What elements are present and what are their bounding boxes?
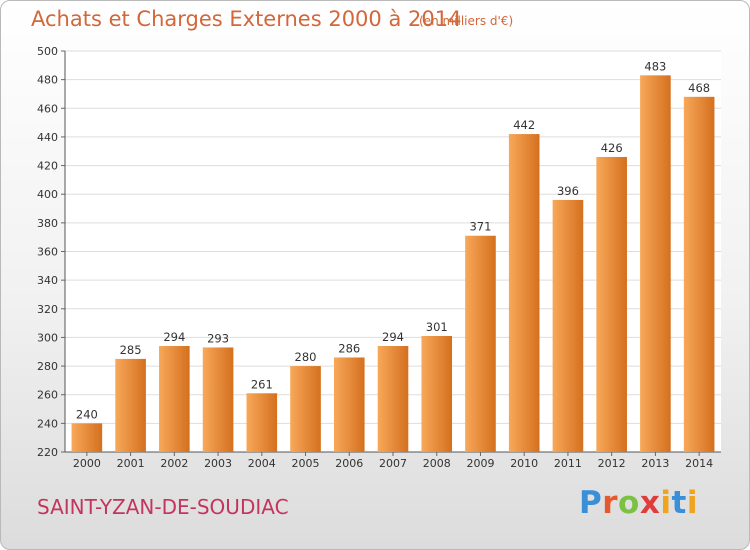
bar-2007 xyxy=(377,346,409,452)
x-tick-label: 2006 xyxy=(335,457,363,470)
y-tick-label: 280 xyxy=(37,360,58,373)
y-tick-label: 260 xyxy=(37,389,58,402)
bar-2002 xyxy=(159,346,190,452)
bar-2010 xyxy=(508,134,540,453)
x-tick-label: 2001 xyxy=(117,457,145,470)
chart-subtitle: (en milliers d'€) xyxy=(419,14,514,28)
bar-value-label: 294 xyxy=(382,330,404,344)
bar-value-label: 285 xyxy=(120,343,142,357)
bar-2011 xyxy=(552,199,584,452)
x-tick-label: 2008 xyxy=(423,457,451,470)
bar-2000 xyxy=(71,423,103,452)
x-tick-label: 2013 xyxy=(641,457,669,470)
bar-2013 xyxy=(640,75,671,452)
y-tick-label: 480 xyxy=(37,74,58,87)
bar-value-label: 426 xyxy=(601,141,623,155)
y-tick-label: 240 xyxy=(37,417,58,430)
y-tick-label: 220 xyxy=(37,446,58,459)
bar-2001 xyxy=(115,358,146,452)
bar-value-label: 371 xyxy=(469,220,491,234)
bar-value-label: 280 xyxy=(295,350,317,364)
bar-2006 xyxy=(333,357,365,452)
y-tick-label: 300 xyxy=(37,331,58,344)
bar-2012 xyxy=(596,156,627,452)
bar-2009 xyxy=(465,235,496,452)
y-tick-label: 360 xyxy=(37,246,58,259)
bar-value-label: 261 xyxy=(251,377,273,391)
bar-2008 xyxy=(421,335,453,452)
y-tick-label: 420 xyxy=(37,160,58,173)
x-tick-label: 2010 xyxy=(510,457,538,470)
bar-value-label: 294 xyxy=(163,330,185,344)
y-tick-label: 400 xyxy=(37,188,58,201)
bar-value-label: 396 xyxy=(557,184,579,198)
bar-2014 xyxy=(683,96,715,452)
y-tick-label: 340 xyxy=(37,274,58,287)
label-layer: 240 285 294 293 261 280 286 294 301 371 442 396 426 4… xyxy=(76,59,710,421)
bar-value-label: 240 xyxy=(76,407,98,421)
bar-value-label: 301 xyxy=(426,320,448,334)
x-tick-label: 2011 xyxy=(554,457,582,470)
bar-value-label: 442 xyxy=(513,118,535,132)
chart-title: Achats et Charges Externes 2000 à 2014 xyxy=(31,7,462,31)
bar-layer xyxy=(71,75,715,453)
x-tick-label: 2007 xyxy=(379,457,407,470)
y-tick-label: 500 xyxy=(37,45,58,58)
proxiti-logo[interactable]: Proxiti xyxy=(579,485,698,521)
bar-value-label: 468 xyxy=(688,81,710,95)
x-tick-label: 2000 xyxy=(73,457,101,470)
x-tick-label: 2003 xyxy=(204,457,232,470)
x-tick-label: 2005 xyxy=(292,457,320,470)
x-tick-label: 2004 xyxy=(248,457,276,470)
bar-2004 xyxy=(246,393,278,452)
y-tick-label: 320 xyxy=(37,303,58,316)
bar-value-label: 483 xyxy=(644,59,666,73)
x-tick-label: 2002 xyxy=(160,457,188,470)
bar-value-label: 293 xyxy=(207,331,229,345)
x-tick-label: 2009 xyxy=(466,457,494,470)
bar-2003 xyxy=(202,347,234,452)
bar-2005 xyxy=(290,366,321,452)
y-tick-label: 440 xyxy=(37,131,58,144)
bar-value-label: 286 xyxy=(338,341,360,355)
y-tick-label: 380 xyxy=(37,217,58,230)
y-tick-label: 460 xyxy=(37,102,58,115)
x-tick-label: 2012 xyxy=(598,457,626,470)
commune-name: SAINT-YZAN-DE-SOUDIAC xyxy=(37,495,289,519)
x-tick-label: 2014 xyxy=(685,457,713,470)
